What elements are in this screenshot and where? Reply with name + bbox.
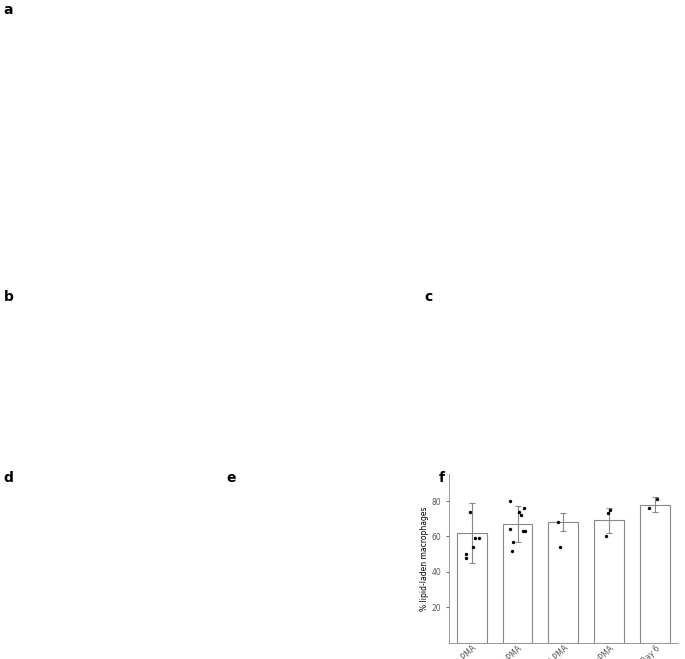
Point: [504, 524, 515, 534]
Point: [553, 517, 564, 527]
Point: [555, 542, 566, 552]
Point: [516, 510, 527, 521]
Point: [644, 503, 655, 513]
Point: [518, 526, 529, 536]
Point: [468, 542, 479, 552]
Text: f: f: [438, 471, 445, 485]
Point: [518, 503, 529, 513]
Point: [507, 545, 518, 556]
Bar: [503, 524, 532, 643]
Text: e: e: [226, 471, 236, 485]
Point: [470, 533, 481, 544]
Bar: [457, 533, 486, 643]
Point: [460, 549, 471, 559]
Point: [604, 505, 615, 515]
Text: d: d: [3, 471, 13, 485]
Point: [505, 496, 516, 506]
Bar: [595, 521, 624, 643]
Y-axis label: % lipid-laden macrophages: % lipid-laden macrophages: [419, 506, 429, 611]
Point: [520, 526, 531, 536]
Point: [508, 536, 519, 547]
Text: a: a: [3, 3, 13, 17]
Text: c: c: [425, 290, 433, 304]
Bar: [549, 522, 578, 643]
Point: [460, 552, 471, 563]
Text: b: b: [3, 290, 13, 304]
Point: [600, 531, 611, 542]
Bar: [640, 505, 670, 643]
Point: [514, 506, 525, 517]
Point: [473, 533, 484, 544]
Point: [603, 508, 614, 519]
Point: [651, 494, 662, 505]
Point: [464, 506, 475, 517]
